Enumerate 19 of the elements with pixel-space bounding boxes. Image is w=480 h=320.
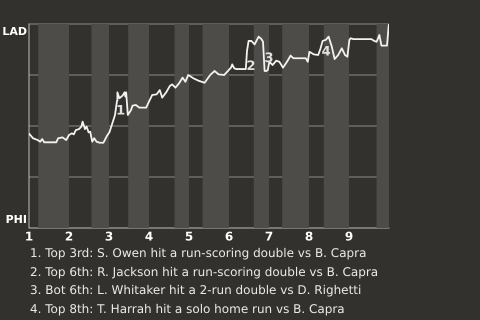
x-tick-label: 6: [224, 229, 234, 244]
x-tick-label: 4: [144, 229, 154, 244]
x-tick-label: 5: [184, 229, 194, 244]
annotation: 4: [322, 44, 331, 60]
text: 1. Top 3rd: S. Owen hit a run-scoring double vs B. Capra: [30, 245, 368, 262]
x-tick-label: 3: [104, 229, 114, 244]
annotation: 1: [116, 103, 126, 118]
text: 4. Top 8th: T. Harrah hit a solo home run vs B. Capra: [30, 300, 346, 318]
x-tick-label: 9: [344, 229, 354, 244]
x-tick-label: 2: [64, 229, 74, 244]
text: 2. Top 6th: R. Jackson hit a run-scoring double vs B. Capra: [30, 264, 378, 280]
text: PHI: [6, 212, 27, 226]
x-tick-label: 1: [24, 229, 34, 244]
x-tick-label: 7: [264, 229, 274, 244]
annotation: 3: [264, 51, 274, 66]
text: 3. Bot 6th: L. Whitaker hit a 2-run double vs D. Righetti: [30, 282, 362, 299]
x-tick-label: 8: [304, 229, 314, 244]
text: LAD: [2, 24, 27, 38]
annotation: 2: [246, 59, 256, 74]
